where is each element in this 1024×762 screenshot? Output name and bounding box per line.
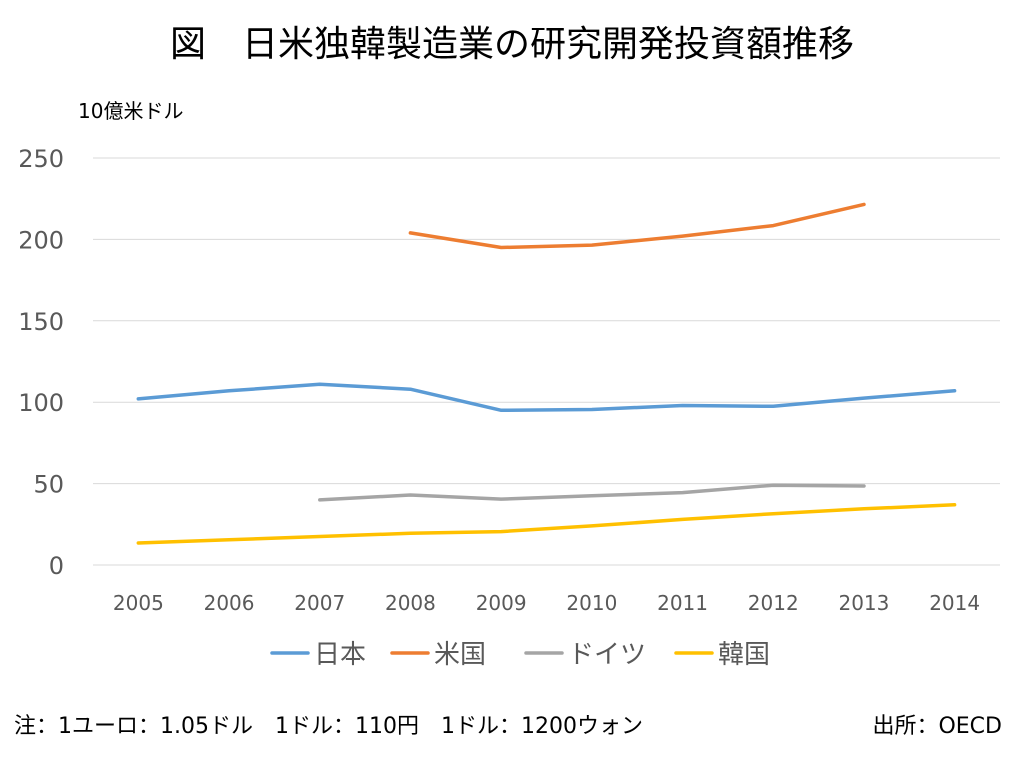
source-credit: 出所：OECD (872, 714, 1002, 739)
y-tick-label: 150 (18, 308, 64, 336)
x-axis-ticks: 2005 2006 2007 2008 2009 2010 2011 2012 2013 2014 (113, 591, 980, 615)
series-lines (136, 202, 957, 545)
y-axis-unit-label: 10億米ドル (78, 99, 183, 123)
series-line-1 (408, 202, 866, 250)
series-line-3 (136, 503, 957, 545)
footnote-exchange-rates: 注：1ユーロ：1.05ドル 1ドル：110円 1ドル：1200ウォン (14, 714, 643, 739)
x-tick-label: 2005 (113, 591, 164, 615)
y-tick-label: 250 (18, 145, 64, 173)
series-line-2 (318, 483, 866, 502)
x-tick-label: 2007 (294, 591, 345, 615)
x-tick-label: 2006 (204, 591, 255, 615)
gridlines (93, 157, 1000, 566)
y-axis-ticks: 0 50 100 150 200 250 (18, 145, 64, 580)
x-tick-label: 2009 (476, 591, 527, 615)
y-tick-label: 100 (18, 389, 64, 417)
legend: 日本 米国 ドイツ 韓国 (270, 640, 770, 670)
legend-label: ドイツ (568, 640, 646, 670)
series-line-0 (136, 382, 957, 413)
legend-label: 日本 (314, 640, 366, 670)
legend-label: 韓国 (718, 640, 770, 670)
x-tick-label: 2008 (385, 591, 436, 615)
x-tick-label: 2011 (657, 591, 708, 615)
y-tick-label: 0 (49, 552, 64, 580)
legend-label: 米国 (434, 640, 486, 670)
y-tick-label: 50 (33, 471, 64, 499)
x-tick-label: 2012 (748, 591, 799, 615)
chart: 図 日米独韓製造業の研究開発投資額推移 10億米ドル 0 50 100 150 200 2… (18, 24, 1000, 670)
x-tick-label: 2014 (929, 591, 980, 615)
y-tick-label: 200 (18, 226, 64, 254)
chart-title: 図 日米独韓製造業の研究開発投資額推移 (170, 24, 854, 65)
x-tick-label: 2010 (566, 591, 617, 615)
x-tick-label: 2013 (838, 591, 889, 615)
